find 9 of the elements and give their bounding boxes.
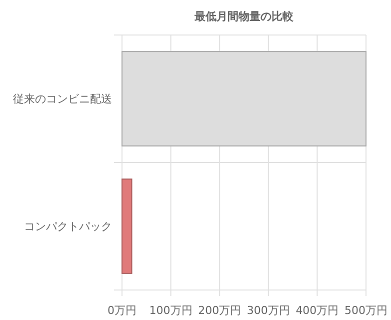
- x-tick-label: 400万円: [296, 304, 339, 317]
- y-tick-label: コンパクトパック: [24, 220, 112, 234]
- x-tick-label: 300万円: [246, 304, 290, 317]
- x-tick-label: 0万円: [108, 304, 136, 317]
- chart-title: 最低月間物量の比較: [194, 10, 294, 23]
- x-tick-label: 100万円: [149, 304, 192, 317]
- y-tick-label: 従来のコンビニ配送: [13, 92, 112, 106]
- x-tick-label: 500万円: [344, 304, 388, 317]
- x-tick-label: 200万円: [198, 304, 242, 317]
